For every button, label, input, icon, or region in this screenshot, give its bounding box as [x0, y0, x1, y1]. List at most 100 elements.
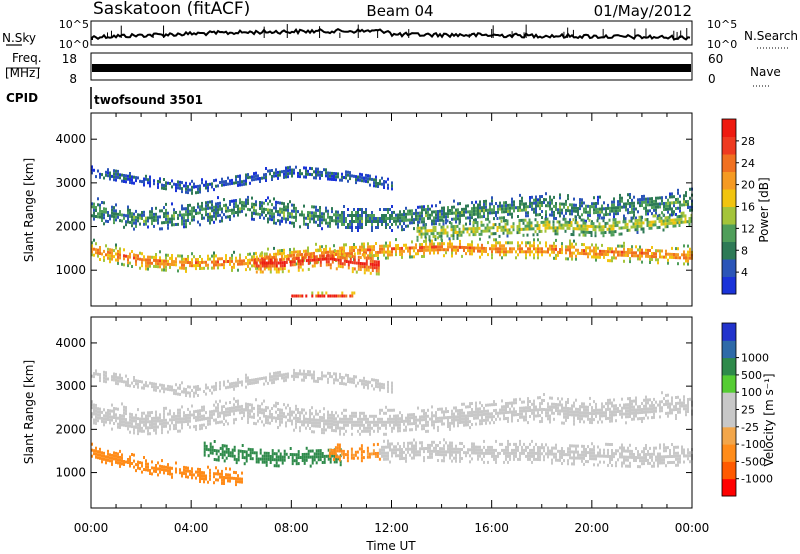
velocity-echo-cell — [231, 406, 233, 410]
power-echo-cell — [385, 208, 387, 211]
power-echo-cell — [377, 250, 379, 254]
power-echo-cell — [689, 205, 691, 209]
velocity-echo-cell — [241, 480, 243, 484]
power-echo-cell — [395, 247, 397, 251]
velocity-echo-cell — [119, 417, 121, 420]
velocity-echo-cell — [374, 452, 377, 455]
velocity-echo-cell — [231, 409, 233, 413]
power-echo-cell — [319, 221, 321, 224]
power-echo-cell — [279, 207, 281, 211]
power-echo-cell — [167, 181, 169, 185]
power-echo-cell — [489, 205, 491, 209]
power-echo-cell — [387, 183, 389, 187]
power-echo-cell — [235, 178, 237, 182]
power-echo-cell — [474, 218, 477, 222]
power-echo-cell — [93, 253, 95, 257]
power-echo-cell — [185, 187, 187, 191]
velocity-echo-cell — [573, 456, 575, 460]
power-echo-cell — [339, 252, 341, 256]
velocity-echo-cell — [401, 454, 403, 457]
velocity-echo-cell — [356, 456, 359, 460]
power-echo-cell — [526, 221, 529, 225]
power-echo-cell — [97, 212, 99, 216]
power-echo-cell — [331, 219, 333, 223]
power-echo-cell — [273, 258, 276, 262]
power-echo-cell — [357, 226, 359, 229]
velocity-echo-cell — [221, 411, 223, 415]
power-echo-cell — [680, 220, 683, 224]
power-echo-cell — [522, 221, 525, 225]
power-echo-cell — [524, 224, 527, 228]
power-echo-cell — [279, 267, 282, 271]
velocity-echo-cell — [113, 422, 115, 425]
power-echo-cell — [615, 209, 617, 213]
power-echo-cell — [251, 205, 253, 209]
power-echo-cell — [165, 202, 167, 206]
velocity-echo-cell — [417, 453, 419, 457]
velocity-echo-cell — [611, 449, 613, 452]
velocity-echo-cell — [151, 426, 153, 429]
power-echo-cell — [355, 217, 357, 220]
power-echo-cell — [639, 251, 641, 255]
power-echo-cell — [205, 263, 207, 267]
power-echo-cell — [371, 229, 373, 232]
power-echo-cell — [449, 242, 451, 246]
power-echo-cell — [291, 260, 294, 264]
velocity-echo-cell — [95, 418, 97, 422]
velocity-echo-cell — [395, 451, 397, 455]
velocity-echo-cell — [537, 455, 539, 458]
power-echo-cell — [325, 209, 327, 213]
power-echo-cell — [610, 227, 613, 231]
power-echo-cell — [337, 219, 339, 223]
power-echo-cell — [143, 255, 145, 259]
power-echo-cell — [221, 257, 223, 261]
power-echo-cell — [199, 187, 201, 191]
velocity-echo-cell — [334, 452, 337, 456]
power-echo-cell — [229, 215, 231, 218]
power-echo-cell — [552, 229, 555, 233]
velocity-echo-cell — [427, 443, 429, 447]
velocity-echo-cell — [155, 464, 157, 467]
power-echo-cell — [135, 209, 137, 213]
power-echo-cell — [584, 224, 587, 228]
power-echo-cell — [457, 202, 459, 206]
power-echo-cell — [153, 258, 155, 262]
power-echo-cell — [281, 261, 284, 265]
velocity-echo-cell — [235, 405, 237, 409]
power-echo-cell — [649, 200, 651, 204]
power-echo-cell — [145, 261, 147, 265]
velocity-echo-cell — [201, 426, 203, 430]
power-echo-cell — [401, 246, 403, 250]
power-echo-cell — [471, 243, 473, 247]
power-echo-cell — [495, 214, 497, 217]
power-echo-cell — [491, 196, 493, 200]
power-colorbar-tick-label: 12 — [741, 222, 755, 235]
power-echo-cell — [377, 220, 379, 223]
power-echo-cell — [557, 250, 559, 254]
velocity-echo-cell — [379, 451, 381, 455]
power-echo-cell — [275, 174, 277, 178]
power-echo-cell — [473, 203, 475, 207]
power-echo-cell — [351, 220, 353, 223]
power-echo-cell — [305, 253, 308, 257]
velocity-echo-cell — [607, 451, 609, 455]
power-echo-cell — [516, 228, 519, 232]
power-echo-cell — [545, 204, 547, 208]
power-echo-cell — [123, 254, 125, 258]
power-echo-cell — [99, 249, 101, 252]
velocity-echo-cell — [101, 451, 103, 455]
velocity-echo-cell — [505, 454, 507, 458]
power-echo-cell — [595, 258, 597, 262]
power-echo-cell — [513, 209, 515, 213]
power-echo-cell — [635, 216, 637, 220]
power-echo-cell — [510, 231, 513, 235]
velocity-echo-cell — [451, 450, 453, 454]
power-echo-cell — [329, 254, 332, 258]
power-echo-cell — [159, 250, 161, 254]
power-echo-cell — [537, 256, 539, 260]
power-echo-cell — [235, 175, 237, 179]
power-echo-cell — [555, 253, 557, 257]
velocity-echo-cell — [197, 409, 199, 413]
power-echo-cell — [555, 205, 557, 208]
power-echo-cell — [462, 227, 465, 231]
